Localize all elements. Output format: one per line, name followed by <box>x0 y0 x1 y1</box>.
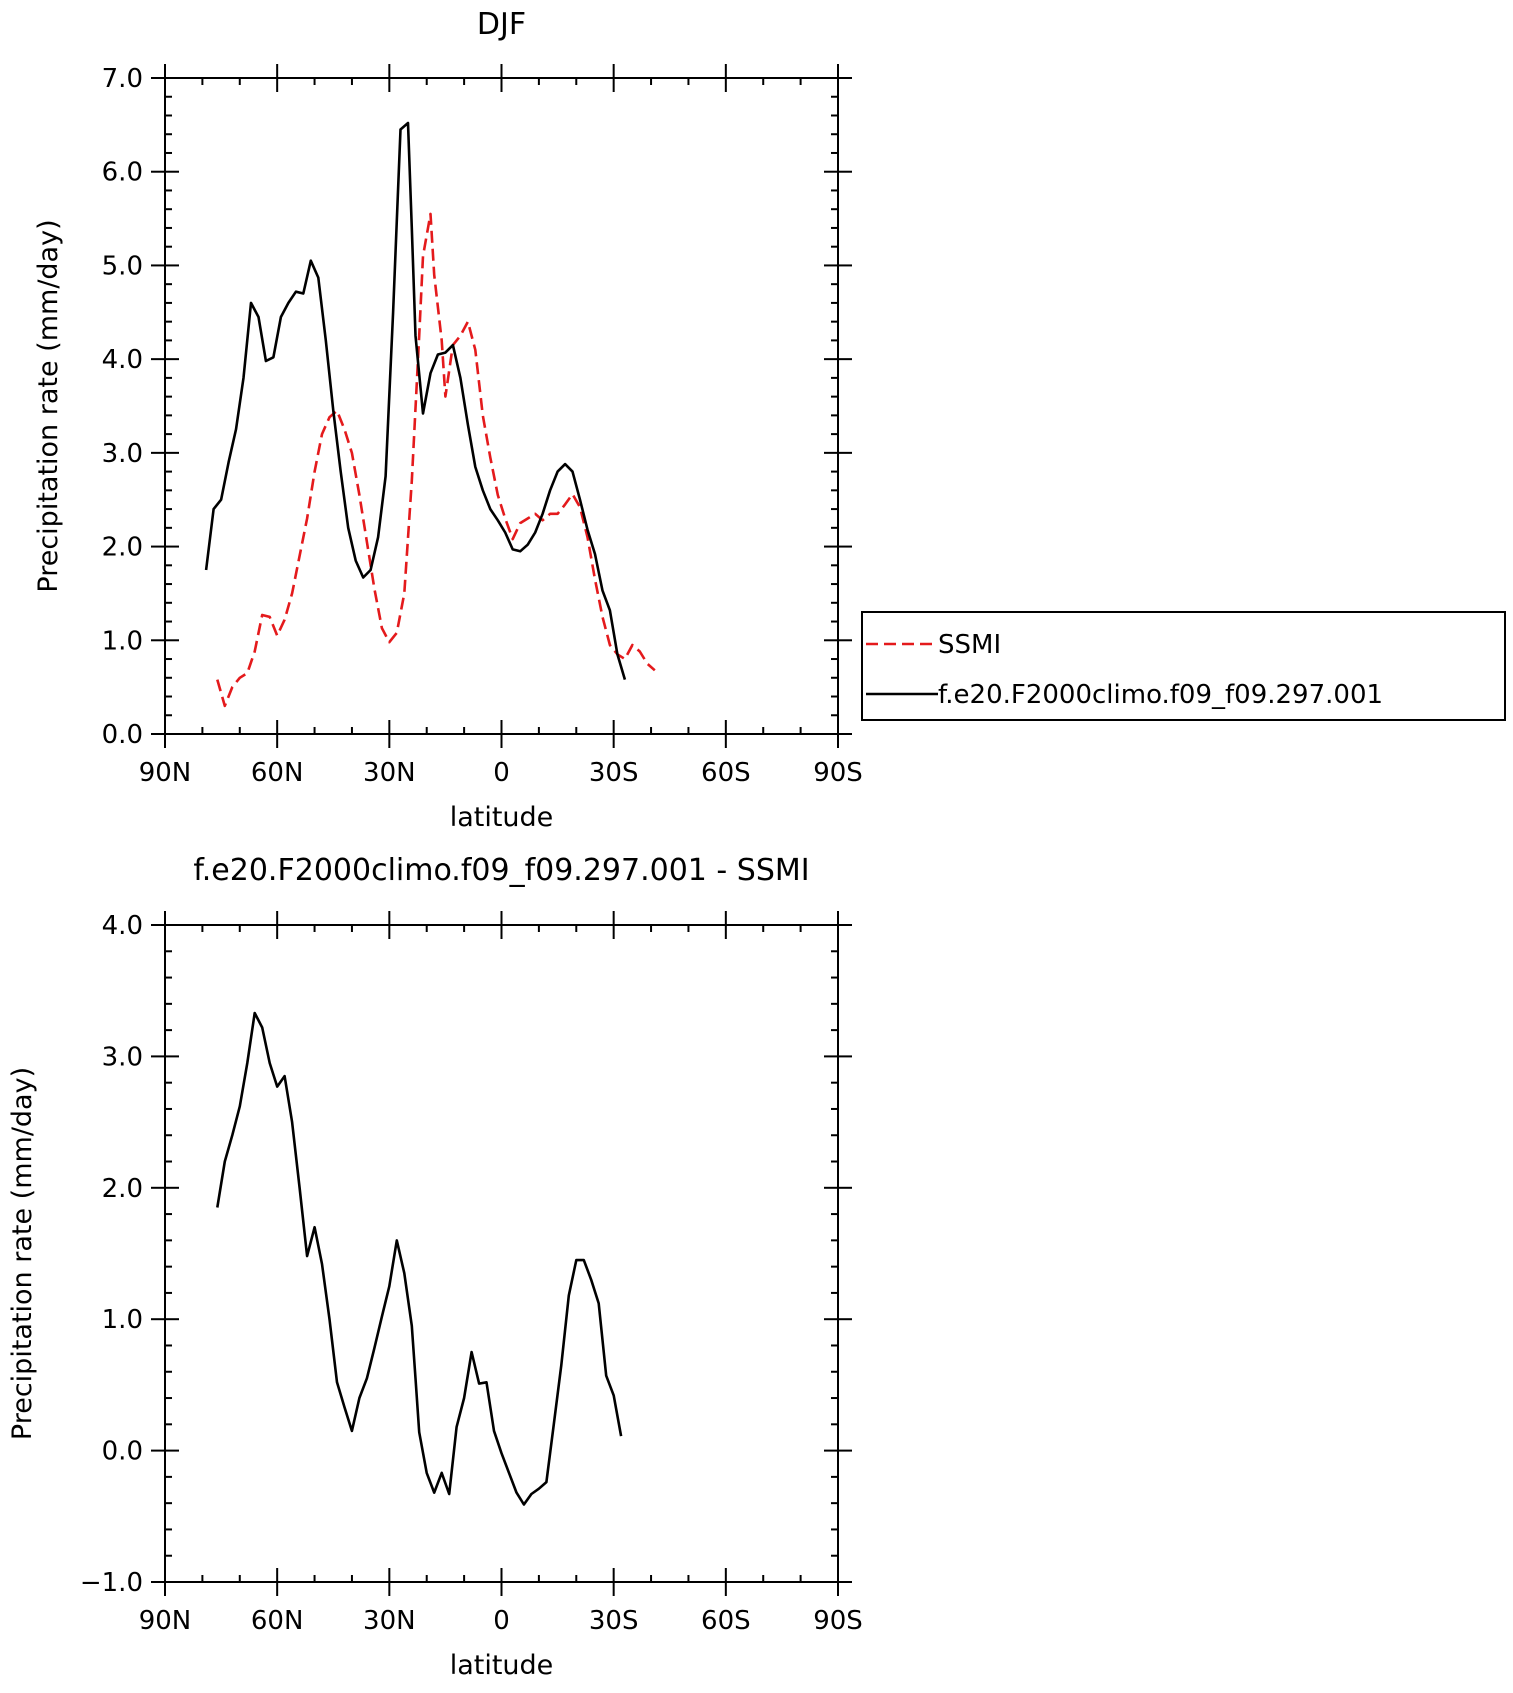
chart-title: DJF <box>477 7 526 42</box>
series-line-difference <box>216 1011 623 1506</box>
y-tick-label: 0.0 <box>102 720 143 750</box>
x-tick-label: 60S <box>701 1606 751 1636</box>
y-tick-label: 1.0 <box>102 1305 143 1335</box>
y-tick-label: 2.0 <box>102 533 143 563</box>
x-axis-title: latitude <box>450 802 554 833</box>
y-tick-label: 4.0 <box>102 345 143 375</box>
y-tick-label: 0.0 <box>102 1437 143 1467</box>
x-tick-label: 90N <box>139 1606 192 1636</box>
y-tick-label: 3.0 <box>102 1042 143 1072</box>
y-tick-label: 6.0 <box>102 158 143 188</box>
x-tick-label: 60N <box>251 1606 304 1636</box>
series-line-ssmi <box>216 212 656 708</box>
x-tick-label: 30N <box>363 758 416 788</box>
y-tick-label: 2.0 <box>102 1174 143 1204</box>
y-tick-label: 3.0 <box>102 439 143 469</box>
x-axis-title: latitude <box>450 1650 554 1681</box>
x-tick-label: 90N <box>139 758 192 788</box>
x-tick-label: 0 <box>493 758 510 788</box>
legend: SSMI f.e20.F2000climo.f09_f09.297.001 <box>861 611 1506 721</box>
y-tick-label: 4.0 <box>102 911 143 941</box>
legend-label: f.e20.F2000climo.f09_f09.297.001 <box>938 680 1383 710</box>
x-tick-label: 30N <box>363 1606 416 1636</box>
legend-box <box>861 611 1506 721</box>
y-axis-title: Precipitation rate (mm/day) <box>7 1067 38 1440</box>
y-tick-label: 1.0 <box>102 626 143 656</box>
x-tick-label: 30S <box>589 1606 639 1636</box>
y-tick-label: −1.0 <box>80 1568 143 1598</box>
x-tick-label: 60N <box>251 758 304 788</box>
chart-title: f.e20.F2000climo.f09_f09.297.001 - SSMI <box>193 853 809 888</box>
x-tick-label: 0 <box>493 1606 510 1636</box>
x-tick-label: 90S <box>813 758 863 788</box>
x-tick-label: 90S <box>813 1606 863 1636</box>
y-axis-title: Precipitation rate (mm/day) <box>33 219 64 592</box>
series-line-f-e20-f2000climo-f09-f09-297-001 <box>204 121 627 680</box>
legend-label: SSMI <box>938 630 1001 660</box>
x-tick-label: 30S <box>589 758 639 788</box>
y-tick-label: 7.0 <box>102 64 143 94</box>
bottom-chart-difference: f.e20.F2000climo.f09_f09.297.001 - SSMI 9… <box>7 853 863 1681</box>
plot-frame <box>164 77 839 735</box>
top-chart-djf: DJF 90N 60N 30N 0 30S 60S 90S 0.0 1.0 2.0 3.0 4.0 5.0… <box>33 7 1506 833</box>
y-tick-label: 5.0 <box>102 251 143 281</box>
plot-frame <box>164 924 839 1583</box>
x-tick-label: 60S <box>701 758 751 788</box>
